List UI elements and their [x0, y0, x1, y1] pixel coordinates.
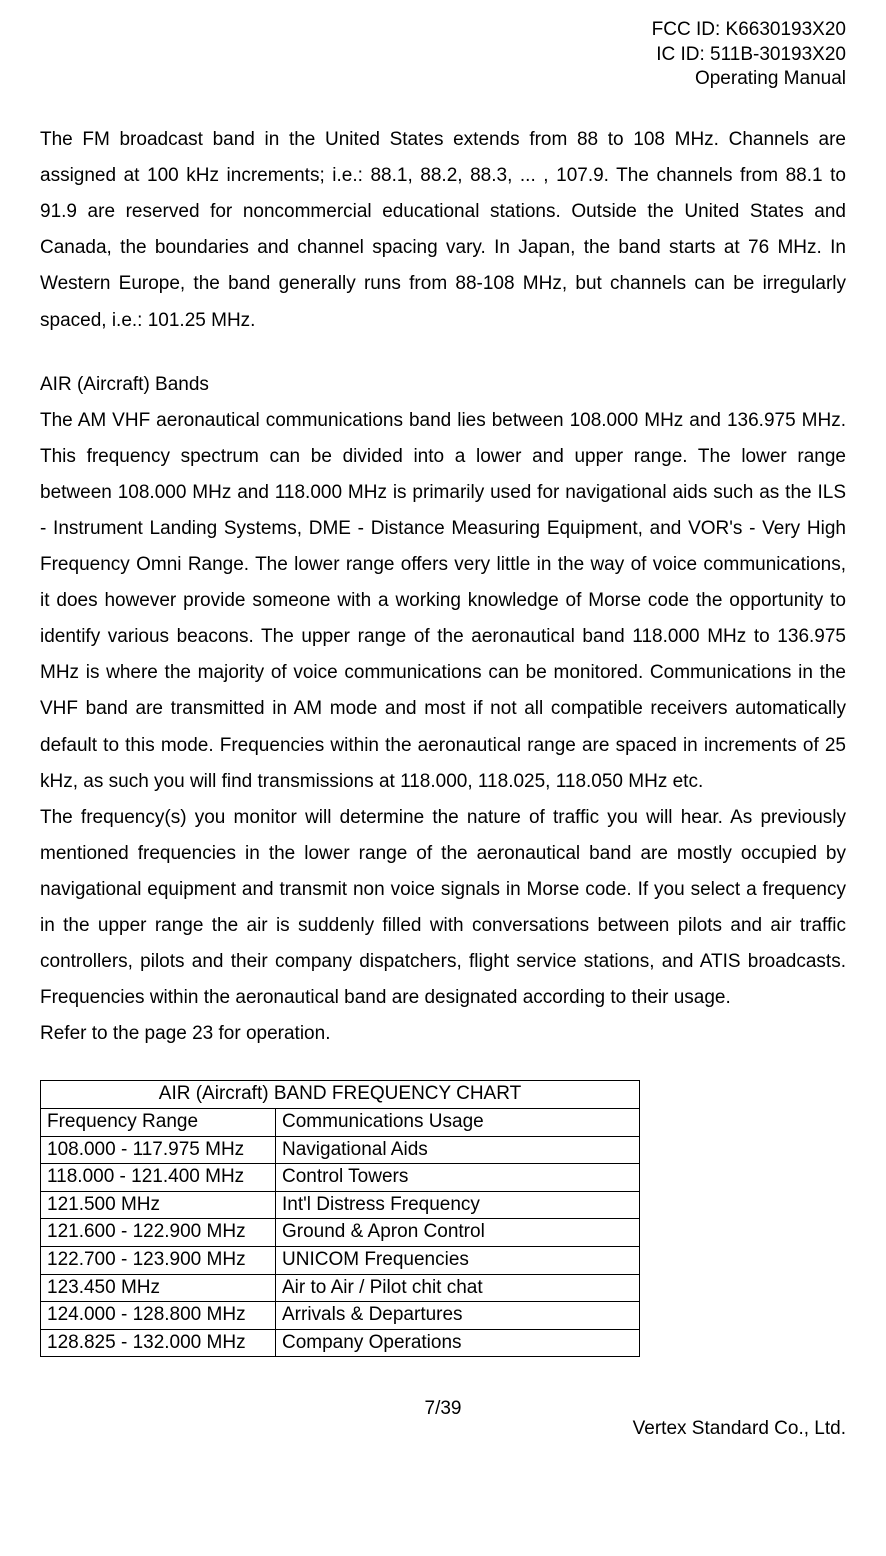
table-cell-freq: 124.000 - 128.800 MHz: [41, 1302, 276, 1330]
table-cell-freq: 121.500 MHz: [41, 1191, 276, 1219]
table-cell-usage: Int'l Distress Frequency: [276, 1191, 640, 1219]
table-cell-freq: 123.450 MHz: [41, 1274, 276, 1302]
table-cell-usage: UNICOM Frequencies: [276, 1246, 640, 1274]
table-cell-freq: 121.600 - 122.900 MHz: [41, 1219, 276, 1247]
table-header-usage: Communications Usage: [276, 1109, 640, 1137]
table-cell-usage: Arrivals & Departures: [276, 1302, 640, 1330]
document-header: FCC ID: K6630193X20 IC ID: 511B-30193X20…: [40, 18, 846, 92]
table-cell-usage: Control Towers: [276, 1164, 640, 1192]
table-row: 121.600 - 122.900 MHz Ground & Apron Con…: [41, 1219, 640, 1247]
table-cell-freq: 118.000 - 121.400 MHz: [41, 1164, 276, 1192]
table-row: 124.000 - 128.800 MHz Arrivals & Departu…: [41, 1302, 640, 1330]
paragraph-fm-broadcast: The FM broadcast band in the United Stat…: [40, 122, 846, 339]
table-title: AIR (Aircraft) BAND FREQUENCY CHART: [41, 1081, 640, 1109]
ic-id: IC ID: 511B-30193X20: [40, 43, 846, 68]
table-row: 108.000 - 117.975 MHz Navigational Aids: [41, 1136, 640, 1164]
document-footer: 7/39 Vertex Standard Co., Ltd.: [40, 1391, 846, 1427]
section-air-bands: AIR (Aircraft) Bands The AM VHF aeronaut…: [40, 367, 846, 1053]
table-header-freq: Frequency Range: [41, 1109, 276, 1137]
table-row: 121.500 MHz Int'l Distress Frequency: [41, 1191, 640, 1219]
table-row: 122.700 - 123.900 MHz UNICOM Frequencies: [41, 1246, 640, 1274]
table-title-row: AIR (Aircraft) BAND FREQUENCY CHART: [41, 1081, 640, 1109]
frequency-chart-table: AIR (Aircraft) BAND FREQUENCY CHART Freq…: [40, 1080, 640, 1357]
paragraph-air-band-2: The frequency(s) you monitor will determ…: [40, 800, 846, 1017]
frequency-chart-table-wrapper: AIR (Aircraft) BAND FREQUENCY CHART Freq…: [40, 1080, 846, 1357]
table-row: 128.825 - 132.000 MHz Company Operations: [41, 1329, 640, 1357]
table-cell-freq: 128.825 - 132.000 MHz: [41, 1329, 276, 1357]
table-cell-freq: 108.000 - 117.975 MHz: [41, 1136, 276, 1164]
company-name: Vertex Standard Co., Ltd.: [40, 1411, 846, 1447]
table-row: 118.000 - 121.400 MHz Control Towers: [41, 1164, 640, 1192]
paragraph-refer-page: Refer to the page 23 for operation.: [40, 1016, 846, 1052]
table-cell-freq: 122.700 - 123.900 MHz: [41, 1246, 276, 1274]
manual-title: Operating Manual: [40, 67, 846, 92]
table-header-row: Frequency Range Communications Usage: [41, 1109, 640, 1137]
paragraph-air-band-1: The AM VHF aeronautical communications b…: [40, 403, 846, 800]
table-cell-usage: Air to Air / Pilot chit chat: [276, 1274, 640, 1302]
fcc-id: FCC ID: K6630193X20: [40, 18, 846, 43]
table-cell-usage: Navigational Aids: [276, 1136, 640, 1164]
table-cell-usage: Ground & Apron Control: [276, 1219, 640, 1247]
table-cell-usage: Company Operations: [276, 1329, 640, 1357]
section-title-air: AIR (Aircraft) Bands: [40, 367, 846, 403]
table-row: 123.450 MHz Air to Air / Pilot chit chat: [41, 1274, 640, 1302]
